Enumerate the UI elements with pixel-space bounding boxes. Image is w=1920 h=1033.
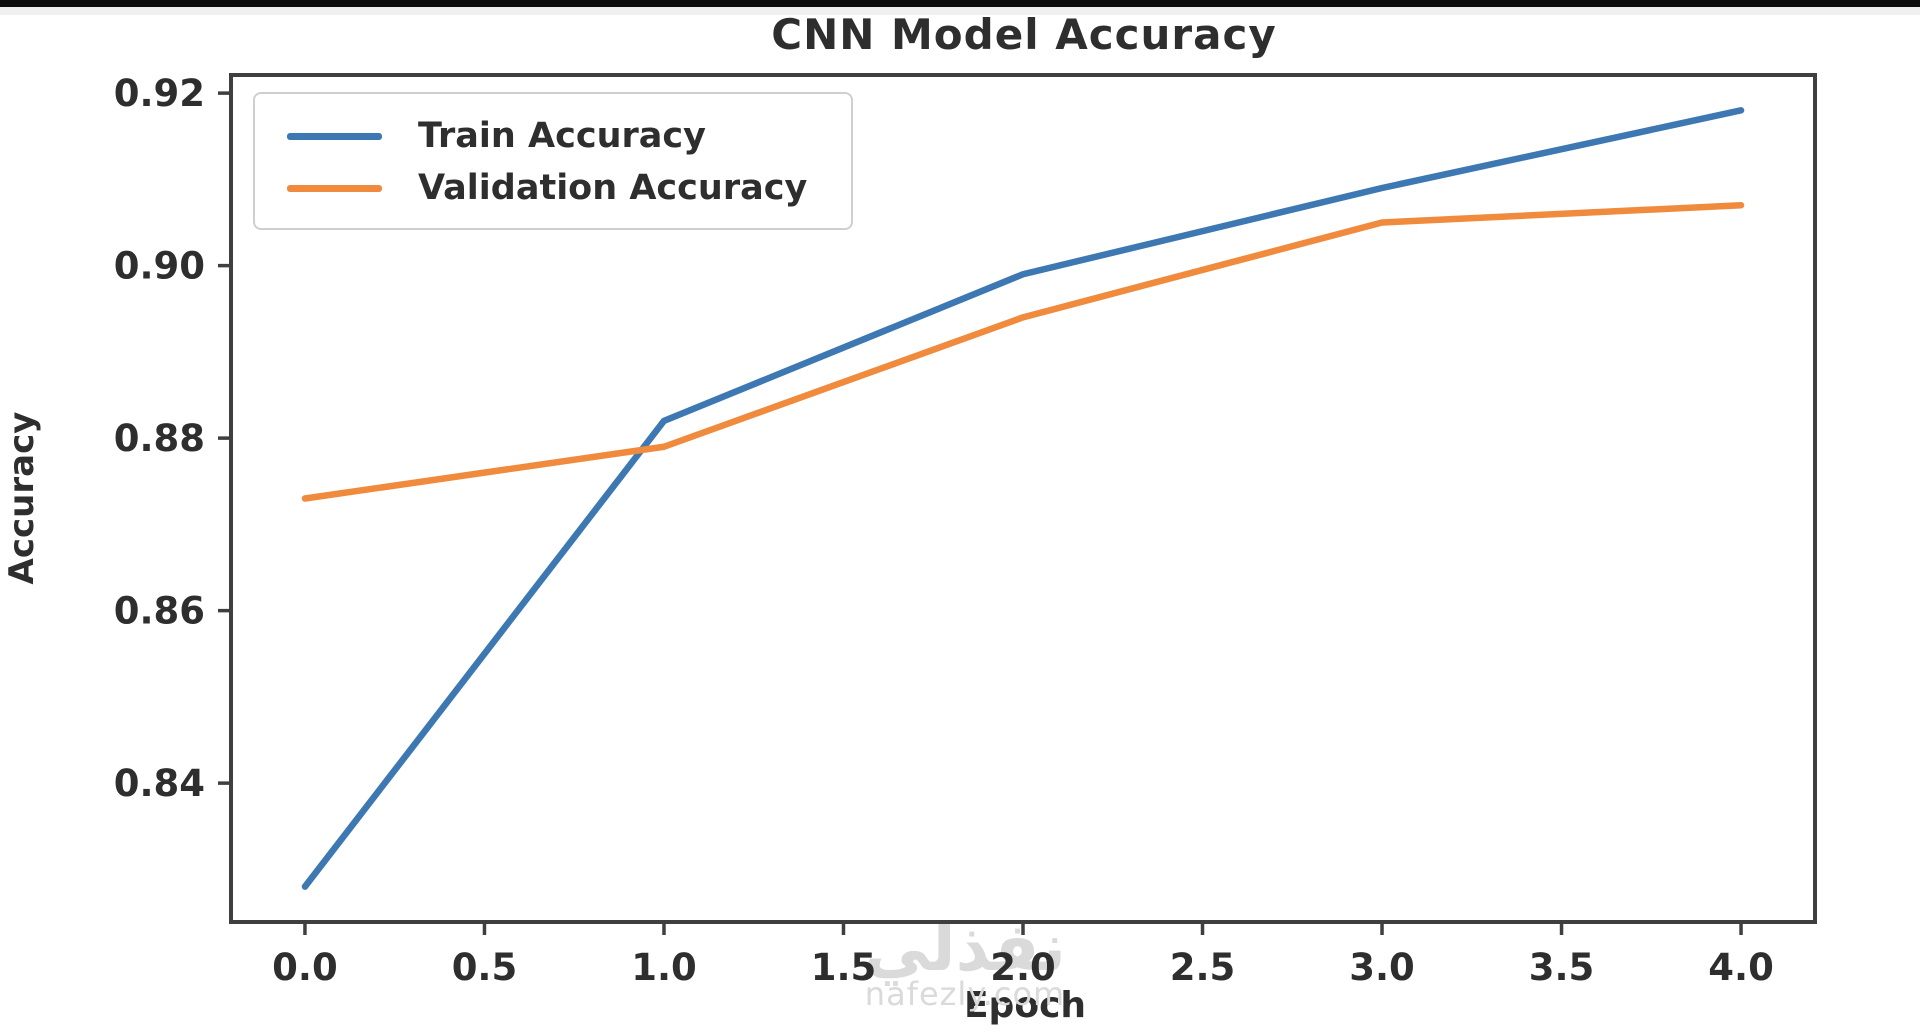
legend-box: Train Accuracy Validation Accuracy [253, 92, 853, 230]
train-accuracy-line-sample [287, 132, 382, 140]
y-tick-label: 0.90 [114, 245, 205, 288]
x-axis-label: Epoch [963, 985, 1087, 1026]
x-tick-label: 2.5 [1170, 946, 1236, 989]
x-tick-label: 3.0 [1349, 946, 1415, 989]
x-tick-label: 0.0 [272, 946, 338, 989]
y-tick-label: 0.88 [114, 417, 205, 460]
x-tick-label: 0.5 [452, 946, 518, 989]
legend-label-train: Train Accuracy [418, 116, 706, 156]
x-tick-label: 1.0 [631, 946, 697, 989]
y-tick-label: 0.92 [114, 72, 205, 115]
validation-accuracy-line-sample [287, 184, 382, 192]
train-accuracy-line [301, 107, 1745, 890]
chart-title: CNN Model Accuracy [771, 10, 1277, 59]
validation-accuracy-line [301, 201, 1745, 502]
video-edge-top-highlight [0, 7, 1920, 15]
x-tick-label: 1.5 [811, 946, 877, 989]
y-tick-label: 0.84 [114, 762, 205, 805]
x-tick-label: 4.0 [1708, 946, 1774, 989]
legend-entry-validation: Validation Accuracy [287, 162, 827, 214]
x-tick-label: 2.0 [990, 946, 1056, 989]
y-tick-label: 0.86 [114, 590, 205, 633]
legend-entry-train: Train Accuracy [287, 110, 827, 162]
video-edge-top [0, 0, 1920, 7]
x-tick-label: 3.5 [1529, 946, 1595, 989]
legend-label-validation: Validation Accuracy [418, 168, 808, 208]
